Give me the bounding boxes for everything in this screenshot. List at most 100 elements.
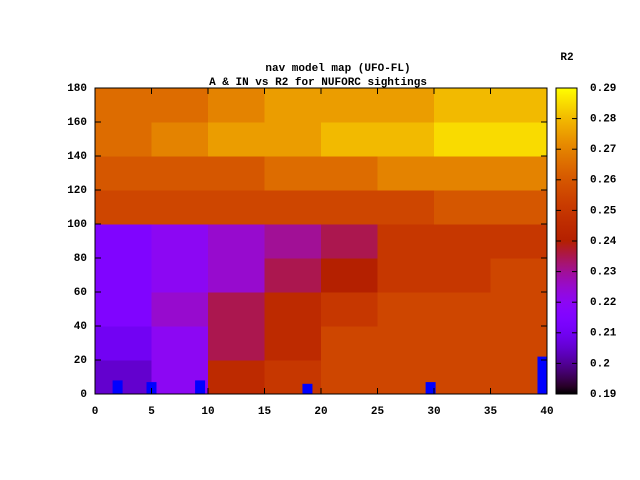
y-tick-label: 60 (74, 287, 87, 299)
heat-cell (151, 122, 209, 157)
heat-cell (95, 88, 152, 123)
colorbar-tick-label: 0.29 (590, 83, 616, 95)
bar (425, 382, 436, 394)
x-tick-label: 5 (148, 406, 155, 418)
heat-cell (264, 360, 322, 395)
colorbar-tick-label: 0.28 (590, 114, 617, 126)
heat-cell (321, 156, 378, 191)
y-tick-label: 140 (67, 151, 87, 163)
heat-cell (377, 326, 435, 361)
bar (112, 380, 123, 394)
heat-cell (264, 292, 322, 327)
y-tick-label: 160 (67, 117, 87, 129)
heat-cell (321, 122, 378, 157)
heat-cell (208, 326, 265, 361)
bar (195, 380, 206, 394)
heat-cell (264, 326, 322, 361)
heat-cell (264, 190, 322, 225)
colorbar-tick-label: 0.25 (590, 205, 617, 217)
heat-cell (95, 360, 152, 395)
heat-cell (434, 258, 491, 293)
heat-cell (434, 122, 491, 157)
bar (537, 356, 548, 394)
chart-subtitle: A & IN vs R2 for NUFORC sightings (209, 77, 427, 89)
heat-cell (321, 190, 378, 225)
heat-cell (377, 88, 435, 123)
heat-cell (95, 190, 152, 225)
heat-cell (264, 122, 322, 157)
heat-cell (208, 156, 265, 191)
heat-cell (490, 156, 548, 191)
x-tick-label: 15 (258, 406, 272, 418)
x-tick-label: 40 (540, 406, 553, 418)
heat-cell (377, 122, 435, 157)
colorbar-tick-label: 0.19 (590, 389, 616, 401)
heat-cell (208, 190, 265, 225)
colorbar-label: R2 (560, 52, 573, 64)
heat-cell (208, 292, 265, 327)
colorbar-tick-label: 0.2 (590, 358, 610, 370)
heat-cell (264, 258, 322, 293)
y-tick-label: 80 (74, 253, 87, 265)
heat-cell (490, 292, 548, 327)
heat-cell (434, 88, 491, 123)
colorbar-tick-label: 0.22 (590, 297, 616, 309)
heat-cell (95, 258, 152, 293)
x-tick-label: 30 (427, 406, 440, 418)
heat-cell (151, 156, 209, 191)
heat-cell (151, 292, 209, 327)
heat-cell (377, 292, 435, 327)
heat-cell (377, 156, 435, 191)
x-tick-label: 25 (371, 406, 385, 418)
heat-cell (490, 224, 548, 259)
heat-cell (490, 258, 548, 293)
y-tick-label: 40 (74, 321, 87, 333)
y-tick-label: 20 (74, 355, 87, 367)
heat-cell (434, 292, 491, 327)
heat-cell (321, 258, 378, 293)
heat-cell (208, 360, 265, 395)
colorbar-tick-label: 0.21 (590, 328, 617, 340)
colorbar-tick-label: 0.24 (590, 236, 617, 248)
y-tick-label: 0 (80, 389, 87, 401)
heat-cell (321, 360, 378, 395)
heat-cell (151, 190, 209, 225)
colorbar-tick-label: 0.26 (590, 175, 616, 187)
x-tick-label: 20 (314, 406, 327, 418)
heat-cell (95, 292, 152, 327)
y-tick-label: 120 (67, 185, 87, 197)
heat-cell (321, 292, 378, 327)
heat-cell (95, 326, 152, 361)
heat-cell (151, 88, 209, 123)
heat-cell (321, 224, 378, 259)
heat-cell (490, 190, 548, 225)
heat-cell (434, 190, 491, 225)
bar (302, 383, 313, 394)
heat-cell (208, 88, 265, 123)
heat-cell (264, 156, 322, 191)
heat-cell (208, 258, 265, 293)
heat-cell (434, 360, 491, 395)
heat-cell (321, 88, 378, 123)
chart-title: nav model map (UFO-FL) (265, 63, 410, 75)
heat-cell (321, 326, 378, 361)
colorbar-tick-label: 0.27 (590, 144, 616, 156)
heat-cell (490, 122, 548, 157)
heat-cell (95, 122, 152, 157)
heat-cell (95, 224, 152, 259)
heat-cell (151, 224, 209, 259)
heat-cell (434, 326, 491, 361)
heat-cell (377, 190, 435, 225)
heat-cell (151, 258, 209, 293)
x-tick-label: 35 (484, 406, 498, 418)
heat-cell (264, 88, 322, 123)
heat-cell (377, 224, 435, 259)
heat-cell (490, 88, 548, 123)
heat-cell (151, 326, 209, 361)
x-tick-label: 0 (92, 406, 99, 418)
heat-cell (208, 224, 265, 259)
y-tick-label: 180 (67, 83, 87, 95)
heat-cell (434, 156, 491, 191)
heat-cell (264, 224, 322, 259)
